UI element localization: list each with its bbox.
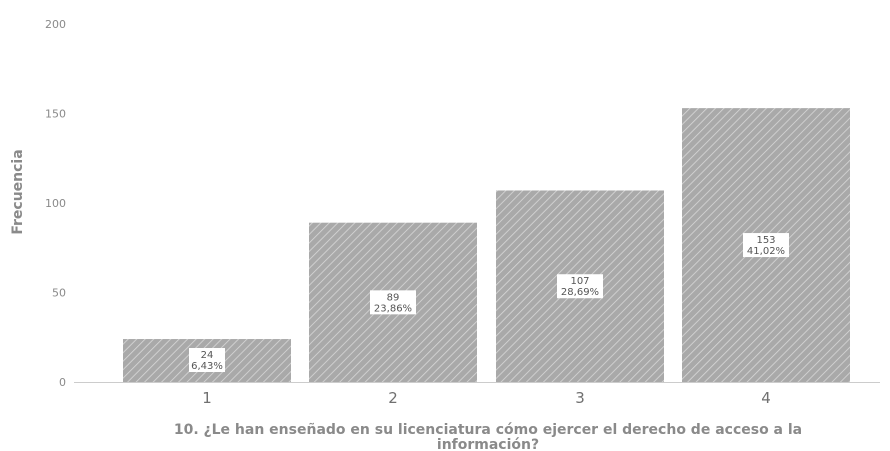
data-label-box bbox=[189, 348, 225, 372]
x-axis-title-line-1: 10. ¿Le han enseñado en su licenciatura … bbox=[174, 422, 802, 438]
y-tick-label: 50 bbox=[52, 287, 66, 300]
y-axis-title: Frecuencia bbox=[10, 149, 26, 234]
y-tick-label: 150 bbox=[45, 108, 66, 121]
data-label-count: 24 bbox=[201, 350, 214, 361]
x-axis-title-line-2: información? bbox=[437, 437, 539, 451]
x-tick-label: 3 bbox=[575, 389, 585, 407]
y-tick-label: 100 bbox=[45, 197, 66, 210]
x-tick-label: 2 bbox=[388, 389, 398, 407]
data-label-count: 89 bbox=[387, 292, 400, 303]
y-tick-label: 0 bbox=[59, 376, 66, 389]
x-tick-label: 1 bbox=[202, 389, 212, 407]
data-label-percent: 28,69% bbox=[561, 287, 599, 298]
data-label-percent: 6,43% bbox=[191, 361, 223, 372]
y-axis-ticks: 0 50 100 150 200 bbox=[45, 18, 66, 389]
data-label-percent: 41,02% bbox=[747, 246, 785, 257]
data-label-count: 153 bbox=[756, 235, 775, 246]
x-tick-label: 4 bbox=[761, 389, 771, 407]
y-tick-label: 200 bbox=[45, 18, 66, 31]
data-label-percent: 23,86% bbox=[374, 303, 412, 314]
x-axis-ticks: 1 2 3 4 bbox=[202, 389, 771, 407]
data-label-box bbox=[557, 274, 603, 299]
data-label-box bbox=[743, 233, 789, 258]
data-label-count: 107 bbox=[570, 276, 589, 287]
data-label-box bbox=[370, 290, 416, 315]
